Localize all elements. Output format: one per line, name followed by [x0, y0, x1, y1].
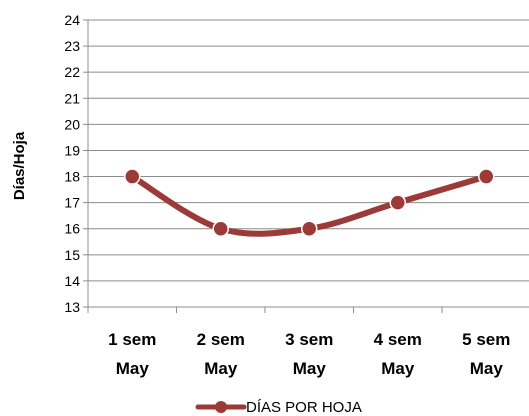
x-tick-label: May: [470, 359, 504, 378]
data-point-2: [212, 220, 229, 237]
legend: DÍAS POR HOJA: [195, 399, 362, 416]
y-tick-label: 16: [64, 221, 80, 237]
data-point-3: [301, 220, 318, 237]
x-axis: 1 sem May 2 sem May 3 sem May 4 sem May 5 sem May: [87, 20, 510, 378]
gridlines: [88, 19, 529, 308]
y-tick-label: 20: [64, 116, 80, 132]
x-tick-label: May: [381, 359, 415, 378]
x-tick-label: 3 sem: [285, 330, 333, 349]
y-tick-label: 24: [64, 12, 80, 28]
x-tick-label: May: [116, 359, 150, 378]
y-axis-ticks: 13 14 15 16 17 18 19 20 21 22 23 24: [64, 12, 88, 315]
data-point-5: [478, 168, 495, 185]
x-tick-label: 2 sem: [197, 330, 245, 349]
y-tick-label: 23: [64, 38, 80, 54]
legend-swatch-marker: [215, 401, 227, 413]
y-tick-label: 14: [64, 273, 80, 289]
x-tick-label: 5 sem: [462, 330, 510, 349]
x-tick-label: 4 sem: [374, 330, 422, 349]
x-tick-label: May: [293, 359, 327, 378]
y-tick-label: 17: [64, 195, 80, 211]
y-axis-title: Días/Hoja: [11, 131, 28, 200]
x-tick-label: 1 sem: [108, 330, 156, 349]
legend-label: DÍAS POR HOJA: [246, 399, 362, 416]
y-tick-label: 13: [64, 299, 80, 315]
data-point-1: [124, 168, 141, 185]
y-tick-label: 18: [64, 169, 80, 185]
series-layer: [124, 168, 495, 237]
data-point-4: [389, 194, 406, 211]
y-tick-label: 15: [64, 247, 80, 263]
x-tick-label: May: [204, 359, 238, 378]
y-tick-label: 21: [64, 90, 80, 106]
y-tick-label: 19: [64, 142, 80, 158]
y-tick-label: 22: [64, 64, 80, 80]
